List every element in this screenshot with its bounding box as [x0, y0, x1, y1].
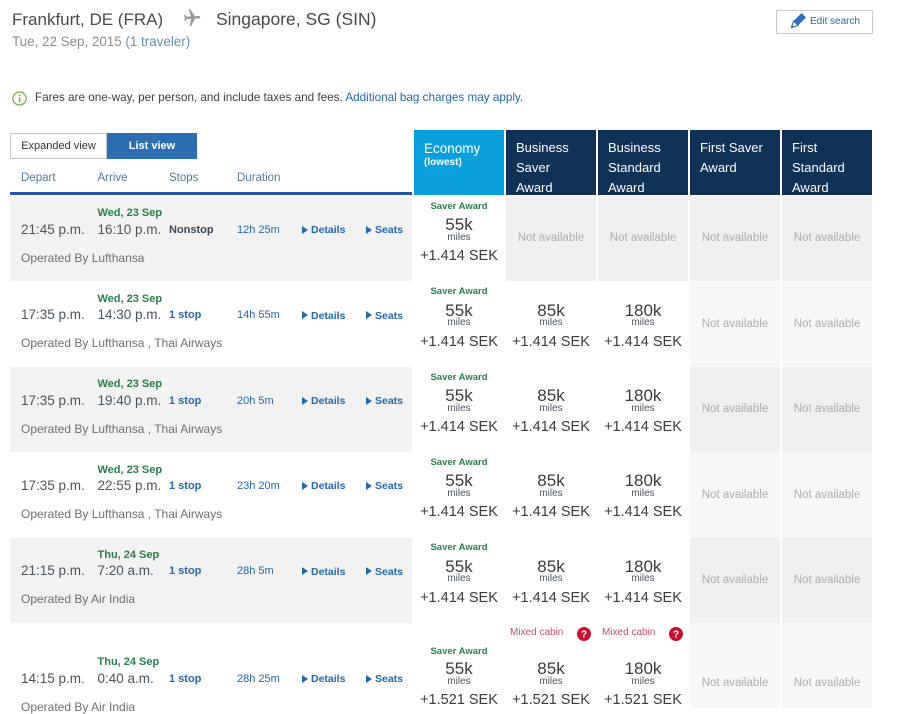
svg-text:?: ? — [581, 630, 587, 641]
svg-text:?: ? — [673, 630, 679, 641]
